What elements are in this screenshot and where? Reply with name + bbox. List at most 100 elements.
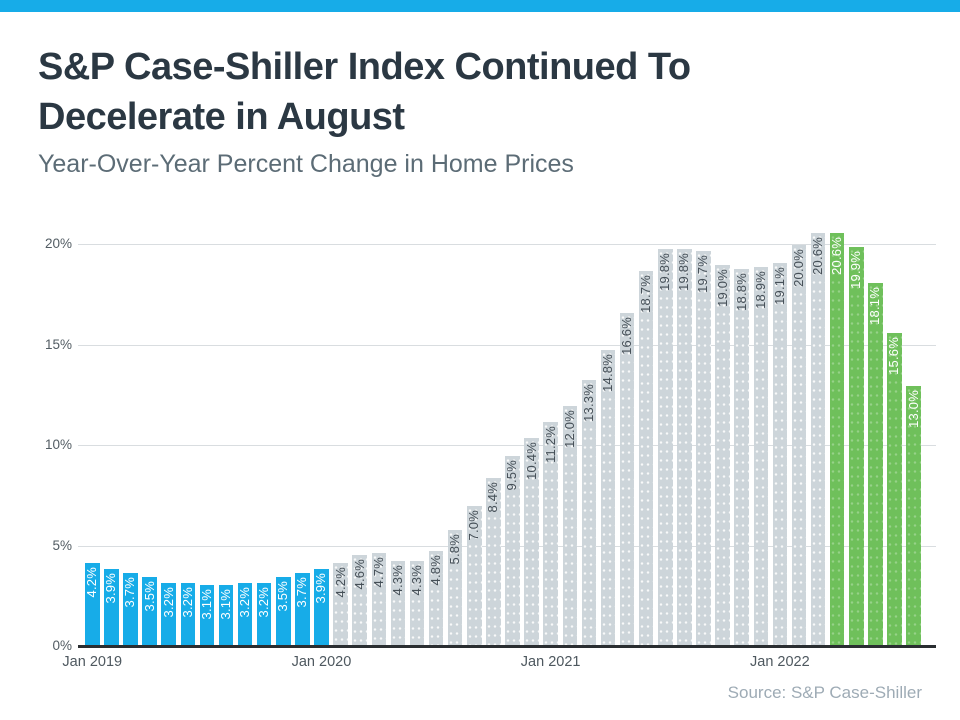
page-title-line1: S&P Case-Shiller Index Continued To — [38, 46, 691, 88]
y-axis-tick-label: 15% — [44, 336, 72, 352]
bar-label: 20.0% — [790, 249, 806, 287]
page-subtitle: Year-Over-Year Percent Change in Home Pr… — [38, 150, 574, 178]
bar: 19.9% — [848, 247, 864, 647]
source-text: Source: S&P Case-Shiller — [727, 683, 922, 702]
bar: 19.7% — [695, 251, 711, 647]
bar-label: 18.9% — [752, 271, 768, 309]
bar: 20.0% — [790, 245, 807, 647]
bar-label: 4.3% — [389, 564, 405, 596]
bar-label: 3.2% — [256, 586, 272, 618]
bar: 19.8% — [657, 249, 673, 647]
bar-label: 4.3% — [408, 564, 424, 596]
x-axis-tick-label: Jan 2021 — [520, 654, 581, 670]
bar-label: 4.2% — [332, 566, 348, 598]
bar-label: 19.1% — [771, 267, 787, 305]
bar-label: 8.4% — [485, 482, 501, 513]
page-title: S&P Case-Shiller Index Continued To Dece… — [38, 42, 691, 142]
bar-label: 18.7% — [638, 275, 654, 314]
bar-label: 14.8% — [599, 353, 615, 392]
bar-label: 20.6% — [829, 236, 845, 275]
bar: 3.7% — [122, 572, 138, 647]
top-accent-bar — [0, 0, 960, 12]
bar: 3.9% — [103, 568, 119, 647]
bar-label: 11.2% — [542, 425, 558, 463]
bar-label: 19.8% — [676, 253, 692, 291]
bar-label: 3.7% — [122, 576, 138, 608]
bar: 7.0% — [466, 506, 482, 647]
bar: 19.0% — [715, 265, 730, 647]
bar-label: 4.7% — [370, 556, 386, 587]
bar: 4.2% — [84, 562, 100, 647]
bar-label: 18.1% — [867, 287, 883, 326]
x-axis-baseline — [78, 645, 936, 648]
bar: 12.0% — [561, 405, 577, 647]
y-axis-tick-label: 5% — [52, 537, 72, 553]
bar-label: 15.6% — [886, 337, 902, 376]
bar: 16.6% — [619, 313, 635, 647]
bar-label: 3.1% — [217, 588, 233, 620]
bar: 20.6% — [810, 232, 826, 647]
bar: 4.8% — [428, 550, 444, 647]
bar: 3.2% — [160, 582, 176, 647]
bar: 3.7% — [294, 572, 310, 647]
bar: 3.2% — [237, 582, 253, 647]
bar: 3.5% — [275, 576, 291, 647]
bar-label: 13.3% — [580, 383, 596, 422]
bar-label: 4.6% — [351, 558, 367, 589]
bar: 10.4% — [523, 437, 539, 647]
bar-label: 3.7% — [294, 576, 310, 608]
bar: 13.3% — [580, 379, 597, 647]
bar: 3.5% — [141, 576, 157, 647]
bar: 19.1% — [771, 263, 788, 647]
bar: 15.6% — [886, 333, 902, 647]
bar-label: 3.9% — [313, 572, 329, 604]
bar-label: 19.0% — [714, 269, 730, 307]
bar: 4.3% — [389, 560, 406, 647]
bar: 4.3% — [408, 560, 425, 647]
bar: 20.6% — [829, 232, 845, 647]
bar-label: 12.0% — [561, 409, 577, 448]
y-axis-tick-label: 10% — [44, 437, 72, 452]
bar-label: 4.2% — [84, 566, 100, 598]
bar: 8.4% — [485, 478, 501, 647]
plot-area: 4.2% 3.9% 3.7% 3.5% 3.2% 3.2% 3.1% 3.1% 3.2% 3.2%… — [78, 225, 936, 648]
y-axis-tick-label: 0% — [52, 638, 72, 653]
bar-label: 9.5% — [504, 460, 520, 491]
bar-label: 3.9% — [103, 572, 119, 604]
bar: 9.5% — [504, 456, 520, 647]
bar-label: 3.2% — [237, 586, 253, 618]
bar-label: 13.0% — [905, 389, 921, 428]
bar-label: 20.6% — [810, 236, 826, 275]
bar: 11.2% — [542, 421, 558, 647]
bar-label: 3.5% — [275, 580, 291, 612]
bar: 19.8% — [676, 249, 692, 647]
bar: 18.9% — [752, 267, 768, 647]
bar-label: 10.4% — [523, 441, 539, 480]
gridline — [78, 445, 936, 446]
bar-label: 19.8% — [657, 253, 673, 291]
x-axis-tick-label: Jan 2019 — [62, 654, 123, 670]
bar: 3.2% — [179, 582, 195, 647]
gridline — [78, 244, 936, 245]
bar: 5.8% — [447, 530, 463, 647]
bar-label: 4.8% — [428, 554, 444, 585]
x-axis-tick-label: Jan 2020 — [291, 654, 352, 670]
bar: 3.2% — [256, 582, 272, 647]
bar: 4.6% — [351, 554, 367, 647]
bar-label: 16.6% — [619, 317, 635, 356]
bar-label: 3.2% — [160, 586, 176, 618]
bar-label: 3.5% — [141, 580, 157, 612]
bar-label: 3.2% — [179, 586, 195, 618]
bar: 18.1% — [867, 283, 883, 647]
bar: 3.9% — [313, 568, 329, 647]
bar-label: 19.9% — [848, 251, 864, 289]
bar: 4.7% — [370, 552, 386, 647]
bar-label: 7.0% — [466, 510, 482, 541]
bar-label: 5.8% — [447, 534, 463, 565]
bar: 18.8% — [734, 269, 749, 647]
gridline — [78, 344, 936, 346]
bar-label: 18.8% — [733, 273, 749, 311]
bar: 3.1% — [199, 584, 215, 647]
bar: 18.7% — [638, 271, 654, 647]
bar: 3.1% — [217, 584, 234, 647]
